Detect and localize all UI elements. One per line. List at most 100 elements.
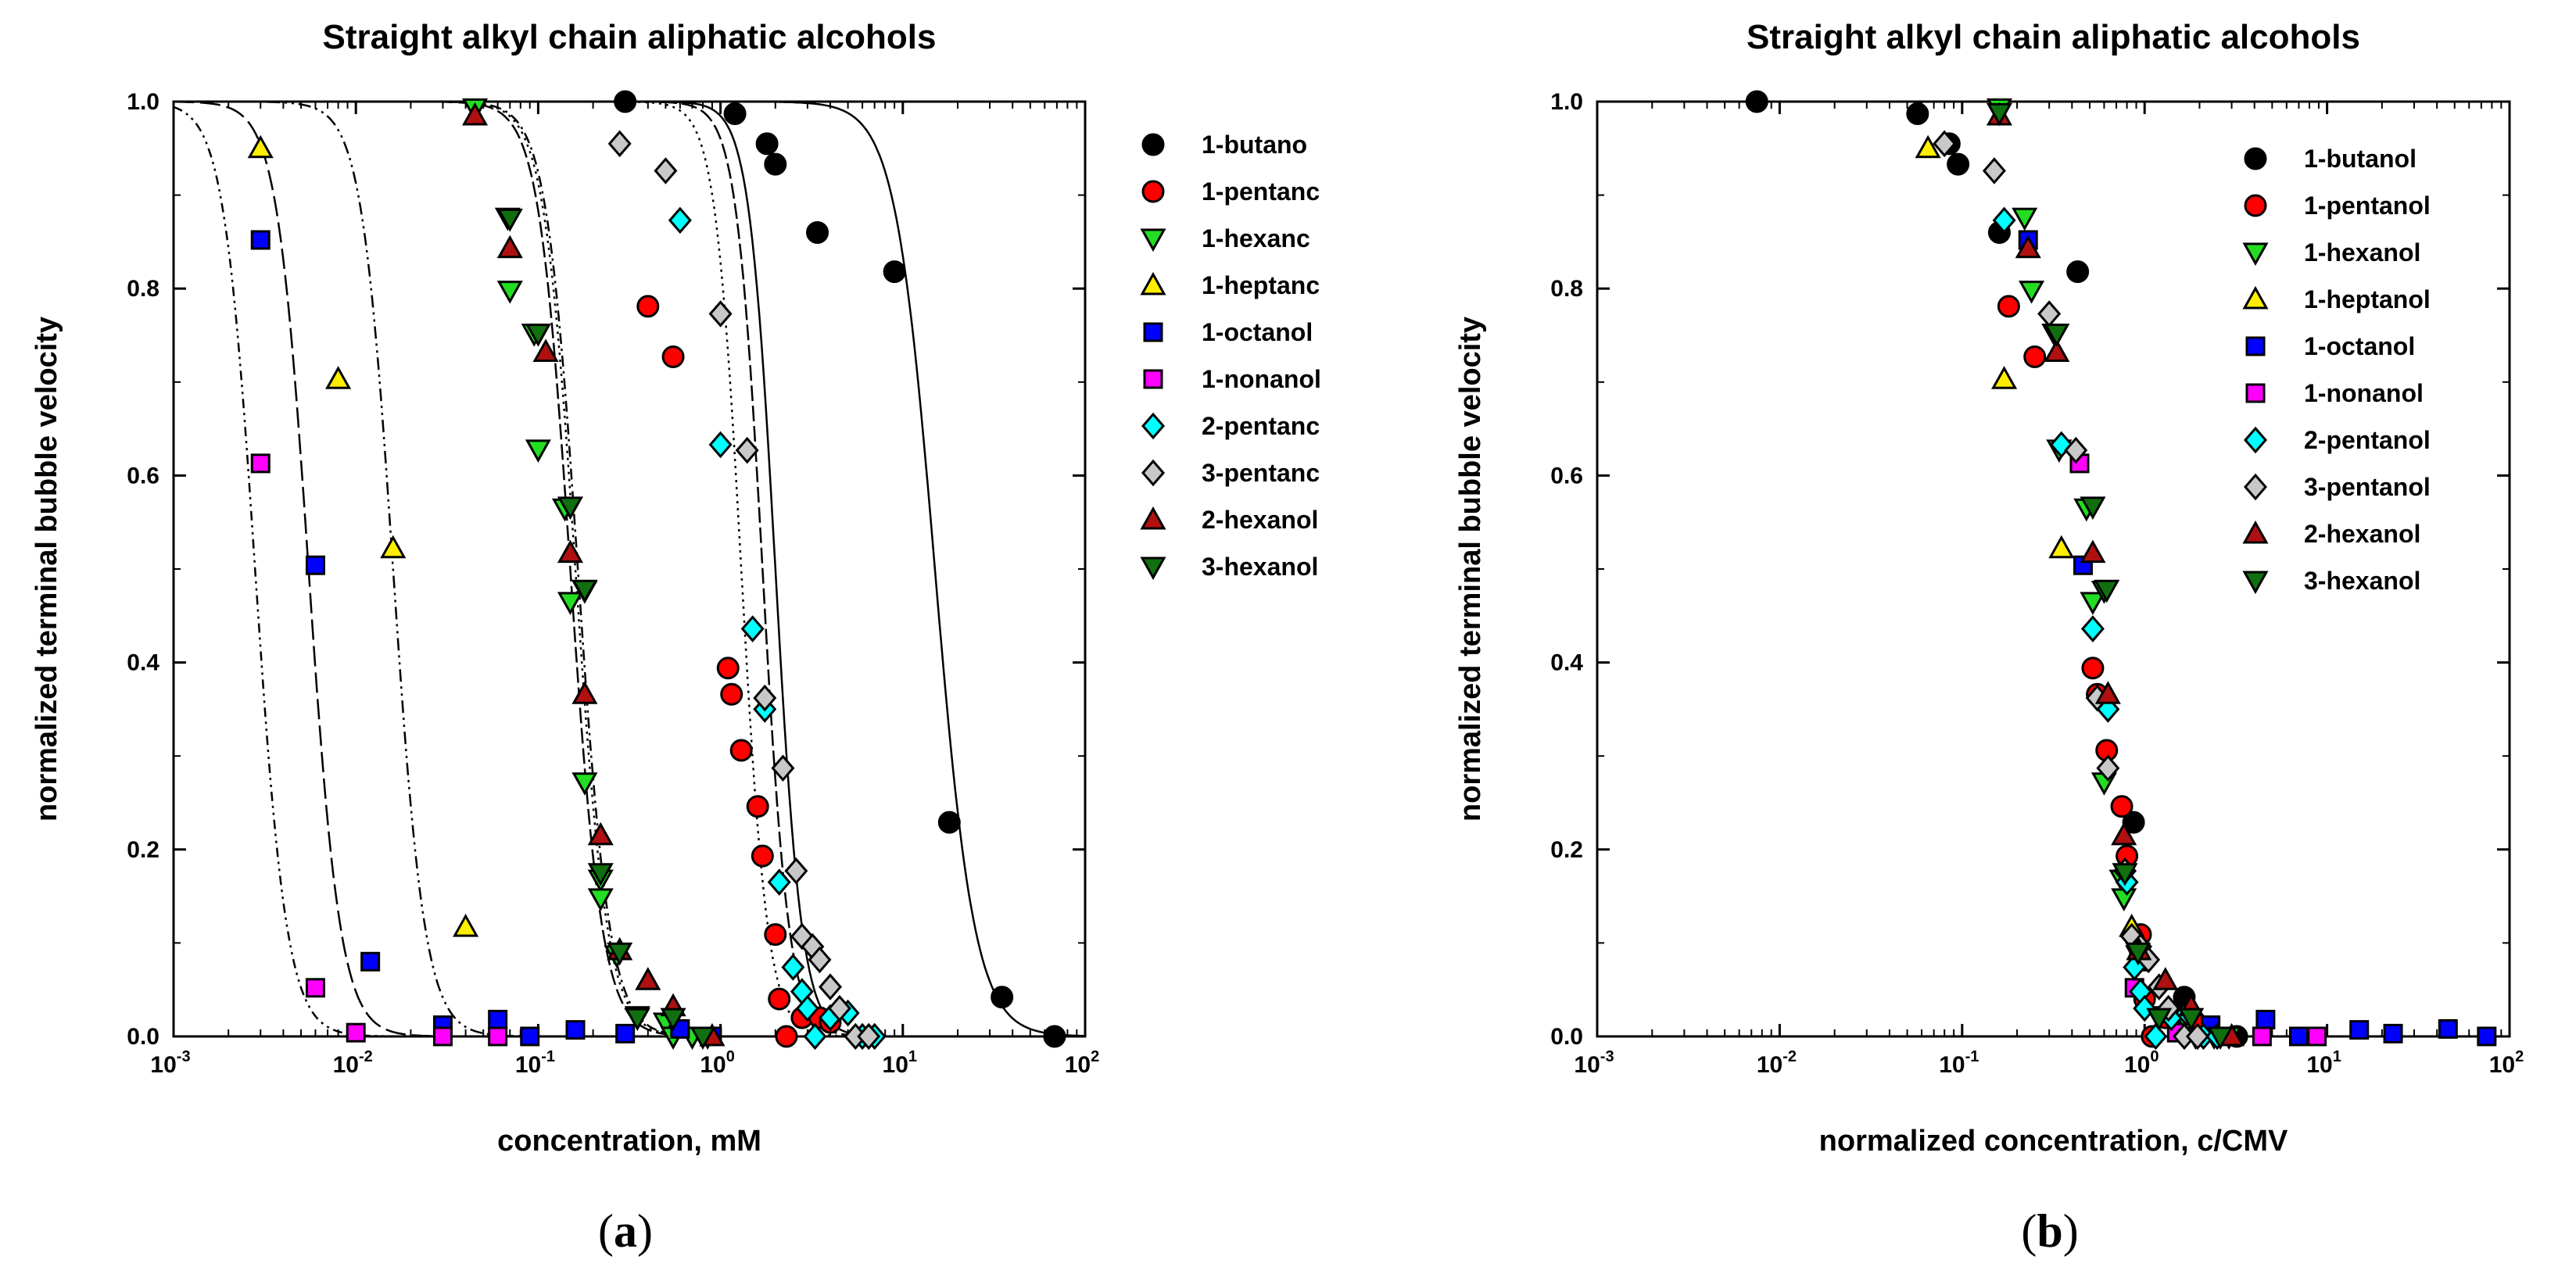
data-point	[753, 684, 777, 712]
data-point	[607, 130, 632, 158]
data-point	[325, 366, 352, 389]
fit-curve	[174, 102, 1085, 1036]
legend-label: 1-butanol	[2304, 145, 2417, 173]
data-point	[690, 1026, 716, 1050]
data-point	[735, 436, 759, 464]
series-2-pentanc	[668, 206, 887, 1050]
series-1-butanol	[1745, 90, 2248, 1048]
x-tick-label: 101	[2306, 1048, 2341, 1078]
y-tick-label: 1.0	[127, 89, 159, 115]
data-point	[380, 535, 407, 559]
data-point	[635, 967, 661, 990]
data-point	[2111, 888, 2137, 912]
data-point	[432, 1026, 453, 1047]
data-point	[716, 657, 740, 680]
data-point	[532, 338, 559, 363]
data-point	[2094, 681, 2121, 704]
legend-label: 1-heptanc	[1202, 271, 1320, 299]
legend-label: 1-nonanol	[1202, 365, 1321, 393]
data-point	[2477, 1026, 2497, 1047]
data-point	[764, 923, 787, 947]
x-tick-label: 101	[883, 1048, 918, 1078]
data-point	[1982, 157, 2006, 184]
data-point	[250, 453, 270, 474]
series-1-butano	[614, 90, 1066, 1048]
y-tick-label: 0.6	[1550, 463, 1583, 489]
y-tick-label: 0.2	[127, 837, 159, 863]
data-point	[729, 739, 753, 762]
y-tick-label: 1.0	[1550, 89, 1583, 115]
legend-marker	[2242, 285, 2269, 310]
legend-label: 1-octanol	[1202, 318, 1313, 346]
data-point	[250, 230, 270, 250]
x-tick-label: 10-3	[150, 1048, 190, 1078]
legend-marker	[1143, 322, 1163, 342]
data-point	[1915, 134, 1941, 159]
data-point	[520, 1026, 540, 1047]
chart-panel-b: Straight alkyl chain aliphatic alcohols 0…	[1454, 18, 2524, 1257]
legend-marker	[1141, 412, 1165, 440]
legend-label: 3-pentanol	[2304, 473, 2431, 501]
data-point	[937, 811, 961, 834]
data-point	[2080, 539, 2106, 564]
data-point	[624, 1008, 650, 1032]
data-point	[2018, 281, 2045, 304]
data-point	[614, 90, 637, 113]
fit-curve	[174, 102, 1085, 1036]
data-point	[2122, 811, 2145, 834]
data-point	[827, 994, 851, 1022]
legend-marker	[2244, 473, 2267, 501]
data-point	[1991, 366, 2018, 389]
data-point	[557, 539, 584, 564]
y-axis-label: normalized terminal bubble velocity	[30, 317, 63, 821]
x-tick-label: 102	[2489, 1048, 2524, 1078]
data-point	[2111, 821, 2137, 846]
series-3-hexanol	[496, 209, 716, 1050]
data-point	[2125, 942, 2151, 966]
legend-marker	[1140, 506, 1166, 530]
series-1-nonanol	[250, 453, 508, 1047]
data-point	[857, 1022, 881, 1050]
chart-title: Straight alkyl chain aliphatic alcohols	[1747, 18, 2360, 56]
x-tick-label: 10-1	[515, 1048, 555, 1078]
data-point	[2037, 300, 2062, 327]
data-point	[781, 954, 805, 981]
legend-marker	[1140, 557, 1166, 581]
legend-marker	[2244, 194, 2267, 217]
data-point	[305, 555, 325, 575]
data-point	[775, 1025, 798, 1048]
chart-panel-a: Straight alkyl chain aliphatic alcohols 0…	[30, 18, 1321, 1257]
y-tick-label: 0.4	[127, 650, 159, 676]
data-point	[607, 942, 633, 966]
data-point	[803, 1022, 827, 1050]
data-point	[525, 439, 551, 463]
data-point	[247, 134, 274, 159]
data-point	[2023, 345, 2047, 369]
legend-label: 1-pentanc	[1202, 177, 1320, 206]
data-point	[661, 345, 685, 369]
data-point	[587, 863, 614, 886]
data-point	[708, 431, 733, 459]
data-point	[461, 102, 489, 126]
legend-label: 2-hexanol	[2304, 520, 2420, 548]
data-point	[746, 795, 769, 818]
data-point	[587, 888, 614, 912]
x-tick-label: 100	[2124, 1048, 2159, 1078]
data-point	[2081, 657, 2105, 680]
data-point	[740, 615, 765, 642]
series-3-pentanc	[607, 130, 881, 1050]
y-tick-label: 0.6	[127, 463, 159, 489]
legend-label: 1-butano	[1202, 131, 1307, 159]
panel-label: (b)	[2021, 1205, 2078, 1257]
legend-marker	[1143, 369, 1163, 389]
x-tick-label: 10-2	[333, 1048, 373, 1078]
legend-marker	[2244, 147, 2267, 170]
data-point	[2383, 1023, 2403, 1043]
legend-label: 2-pentanol	[2304, 426, 2431, 454]
legend-marker	[2245, 336, 2266, 356]
data-point	[751, 844, 774, 868]
y-tick-label: 0.4	[1550, 650, 1583, 676]
data-point	[1906, 102, 1929, 126]
y-tick-label: 0.0	[1550, 1024, 1583, 1050]
legend-marker	[2242, 571, 2269, 595]
